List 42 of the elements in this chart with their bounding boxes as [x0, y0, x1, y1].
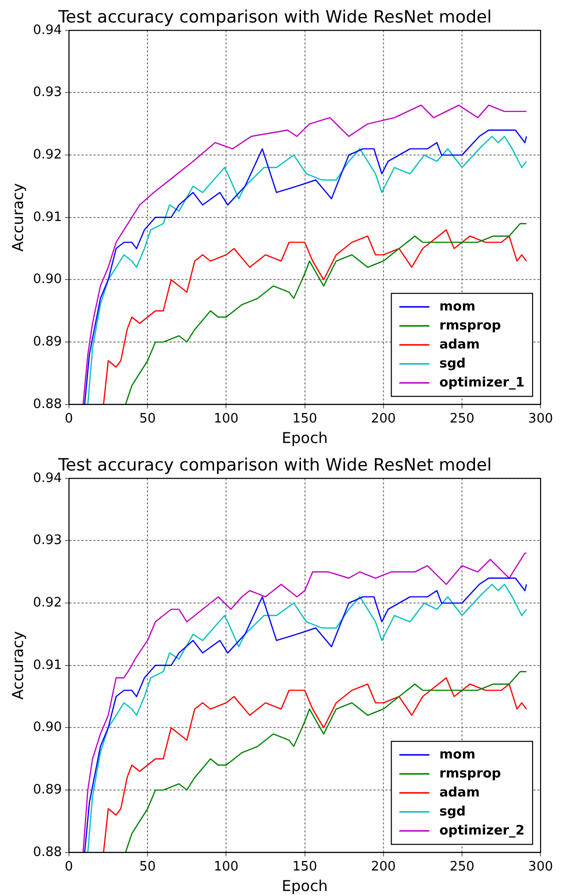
x-tick-label: 150 — [292, 412, 318, 427]
x-tick-label: 50 — [139, 860, 156, 875]
y-tick-label: 0.90 — [32, 272, 62, 288]
y-tick-label: 0.94 — [32, 22, 62, 38]
y-tick-label: 0.92 — [32, 595, 62, 610]
x-tick-label: 250 — [450, 412, 474, 427]
y-tick-label: 0.92 — [32, 147, 62, 162]
legend-label: sgd — [439, 804, 466, 820]
y-tick-label: 0.93 — [32, 533, 62, 548]
y-tick-label: 0.90 — [32, 720, 62, 736]
x-axis-title: Epoch — [282, 876, 328, 895]
x-tick-label: 300 — [528, 860, 554, 875]
legend-label: adam — [439, 337, 480, 352]
x-tick-label: 100 — [214, 860, 239, 875]
legend-label: mom — [439, 747, 476, 762]
y-tick-label: 0.94 — [32, 470, 62, 486]
x-tick-label: 200 — [370, 412, 396, 427]
x-tick-label: 100 — [214, 412, 239, 427]
legend-label: rmsprop — [439, 766, 501, 782]
x-axis-title: Epoch — [282, 428, 328, 447]
legend-label: optimizer_1 — [439, 375, 525, 390]
y-tick-label: 0.89 — [32, 782, 62, 798]
x-tick-label: 200 — [370, 860, 396, 875]
x-tick-label: 50 — [139, 412, 156, 427]
x-tick-label: 250 — [450, 860, 474, 875]
legend-label: sgd — [439, 356, 466, 372]
legend-label: mom — [439, 299, 476, 314]
x-tick-label: 0 — [64, 860, 74, 875]
y-tick-label: 0.88 — [32, 396, 62, 412]
x-tick-label: 300 — [528, 412, 554, 427]
y-tick-label: 0.91 — [32, 658, 62, 673]
legend-label: adam — [439, 785, 480, 800]
x-tick-label: 0 — [64, 412, 74, 427]
y-tick-label: 0.89 — [32, 334, 62, 350]
x-tick-label: 150 — [292, 860, 318, 875]
y-axis-title: Accuracy — [8, 631, 27, 700]
y-axis-title: Accuracy — [8, 183, 27, 252]
y-tick-label: 0.93 — [32, 85, 62, 100]
y-tick-label: 0.88 — [32, 844, 62, 860]
legend-label: rmsprop — [439, 318, 501, 334]
y-tick-label: 0.91 — [32, 210, 62, 225]
legend-label: optimizer_2 — [439, 823, 525, 838]
